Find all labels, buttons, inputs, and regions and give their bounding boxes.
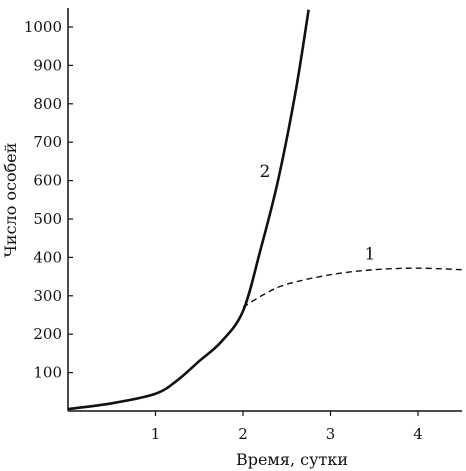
y-tick-label: 200	[33, 325, 62, 343]
series-label-2: 2	[259, 162, 270, 182]
series-line-1	[242, 267, 462, 308]
y-tick-label: 300	[33, 287, 62, 305]
y-tick-label: 400	[33, 248, 62, 266]
x-tick-label: 4	[413, 425, 423, 443]
y-tick-label: 700	[33, 133, 62, 151]
y-tick-label: 900	[33, 56, 62, 74]
series-line-2	[67, 9, 310, 411]
series-labels: 21	[259, 162, 375, 265]
x-tick-label: 1	[151, 425, 161, 443]
y-tick-label: 800	[33, 95, 62, 113]
y-tick-label: 500	[33, 210, 62, 228]
axis-ticks: 1 2 3 4 100 200 300 400 500 600 700 800 900 1000	[24, 18, 423, 443]
series-label-1: 1	[364, 244, 375, 264]
x-tick-label: 3	[326, 425, 336, 443]
series-group	[67, 9, 462, 411]
y-axis-title: Число особей	[1, 143, 20, 258]
y-tick-label: 600	[33, 172, 62, 190]
y-tick-label: 100	[33, 364, 62, 382]
x-tick-label: 2	[238, 425, 248, 443]
x-axis-title: Время, сутки	[236, 450, 348, 469]
y-tick-label: 1000	[24, 18, 62, 36]
